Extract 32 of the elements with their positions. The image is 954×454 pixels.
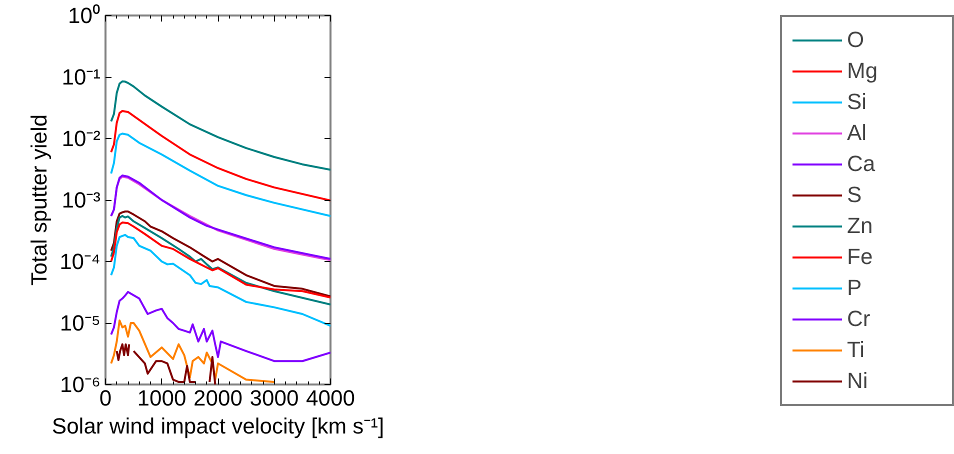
- legend-label: Mg: [847, 58, 879, 84]
- legend-label: Ca: [847, 151, 876, 177]
- legend-label: Cr: [847, 306, 872, 332]
- y-tick-label: 10⁻⁴: [60, 249, 101, 274]
- legend-label: Al: [847, 120, 868, 146]
- legend-label: Fe: [847, 244, 874, 270]
- legend-label: Ti: [847, 337, 866, 363]
- legend-label: S: [847, 182, 863, 208]
- x-tick-label: 4000: [306, 386, 355, 410]
- legend-label: Si: [847, 89, 868, 115]
- legend-label: Ni: [847, 368, 869, 394]
- line-series: [110, 80, 330, 171]
- line-series: [110, 290, 330, 362]
- line-series: [110, 132, 330, 217]
- y-tick-label: 10⁻⁵: [60, 310, 101, 336]
- line-series: [110, 319, 276, 383]
- legend-label: O: [847, 27, 866, 53]
- legend-label: Zn: [847, 213, 874, 239]
- y-axis-title: Total sputter yield: [26, 114, 52, 286]
- x-tick-label: 1000: [137, 386, 186, 410]
- line-series: [110, 234, 330, 327]
- y-tick-label: 10⁻²: [62, 126, 100, 151]
- x-tick-label: 3000: [250, 386, 299, 410]
- x-tick-label: 0: [99, 386, 112, 410]
- line-series: [110, 110, 330, 202]
- y-tick-label: 10⁻³: [62, 188, 100, 212]
- x-axis-title: Solar wind impact velocity [km s⁻¹]: [52, 414, 384, 438]
- x-tick-label: 2000: [194, 386, 242, 410]
- y-tick-label: 10⁰: [68, 3, 101, 28]
- legend-label: P: [847, 275, 863, 301]
- y-tick-label: 10⁻¹: [62, 64, 100, 90]
- y-tick-label: 10⁻⁶: [60, 372, 101, 397]
